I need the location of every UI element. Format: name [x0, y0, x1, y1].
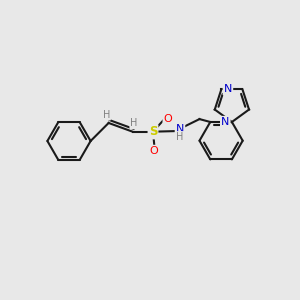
Text: N: N: [221, 117, 230, 127]
Text: H: H: [176, 132, 184, 142]
Text: N: N: [224, 84, 232, 94]
Text: O: O: [149, 146, 158, 156]
Text: H: H: [103, 110, 110, 120]
Text: S: S: [149, 125, 157, 138]
Text: H: H: [130, 118, 138, 128]
Text: N: N: [176, 124, 184, 134]
Text: O: O: [164, 114, 172, 124]
